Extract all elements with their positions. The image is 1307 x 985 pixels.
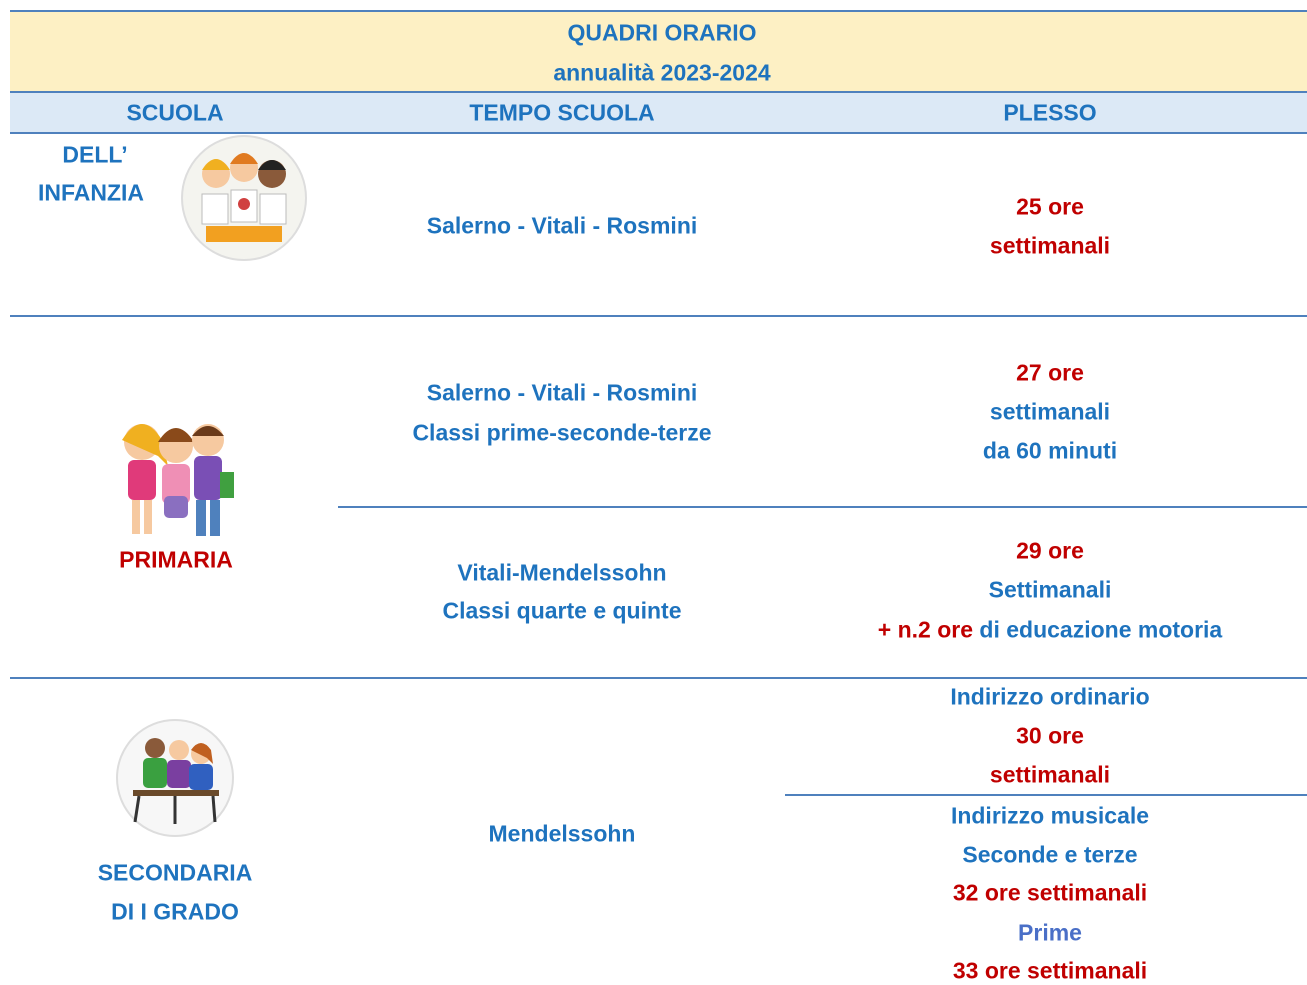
header-band xyxy=(10,91,1307,134)
row-divider xyxy=(10,677,1307,679)
hours: 32 ore settimanali xyxy=(952,879,1148,906)
hours: 33 ore settimanali xyxy=(952,957,1148,984)
tempo-text: Vitali-Mendelssohn xyxy=(457,559,667,586)
class-group: Seconde e terze xyxy=(962,841,1138,868)
kindergarten-picture xyxy=(181,135,307,261)
class-group: Prime xyxy=(1018,919,1082,946)
school-label: DI I GRADO xyxy=(111,898,239,925)
row-divider xyxy=(10,315,1307,317)
hours: 25 ore xyxy=(1016,193,1084,220)
sub-row-divider xyxy=(338,506,1307,508)
tempo-text: Mendelssohn xyxy=(488,820,636,847)
subtitle: annualità 2023-2024 xyxy=(553,59,771,86)
column-header: TEMPO SCUOLA xyxy=(469,99,655,126)
extra-hours-subject: di educazione motoria xyxy=(979,616,1223,643)
hours-unit: Settimanali xyxy=(988,576,1112,603)
extra-hours: + n.2 ore xyxy=(877,616,974,643)
tempo-text: Classi prime-seconde-terze xyxy=(412,419,712,446)
hours-unit: settimanali xyxy=(989,761,1111,788)
hours-note: da 60 minuti xyxy=(982,437,1118,464)
hours-unit: settimanali xyxy=(989,398,1111,425)
extra-hours-line: + n.2 ore di educazione motoria xyxy=(878,617,1222,644)
school-label: SECONDARIA xyxy=(97,859,253,886)
track-name: Indirizzo musicale xyxy=(950,802,1150,829)
hours: 30 ore xyxy=(1016,722,1084,749)
school-label: INFANZIA xyxy=(37,179,145,206)
tempo-text: Classi quarte e quinte xyxy=(442,597,682,624)
title: QUADRI ORARIO xyxy=(567,19,757,46)
hours: 27 ore xyxy=(1016,359,1084,386)
tempo-text: Salerno - Vitali - Rosmini xyxy=(426,379,698,406)
hours: 29 ore xyxy=(1016,537,1084,564)
hours-unit: settimanali xyxy=(989,232,1111,259)
school-label: DELL’ xyxy=(62,141,128,168)
track-name: Indirizzo ordinario xyxy=(950,683,1150,710)
sub-row-divider xyxy=(785,794,1307,796)
secondary-picture xyxy=(116,719,234,837)
title-band xyxy=(10,10,1307,92)
tempo-text: Salerno - Vitali - Rosmini xyxy=(426,212,698,239)
school-label: PRIMARIA xyxy=(119,546,233,573)
column-header: PLESSO xyxy=(1003,99,1097,126)
column-header: SCUOLA xyxy=(126,99,224,126)
primary-picture xyxy=(122,424,234,536)
